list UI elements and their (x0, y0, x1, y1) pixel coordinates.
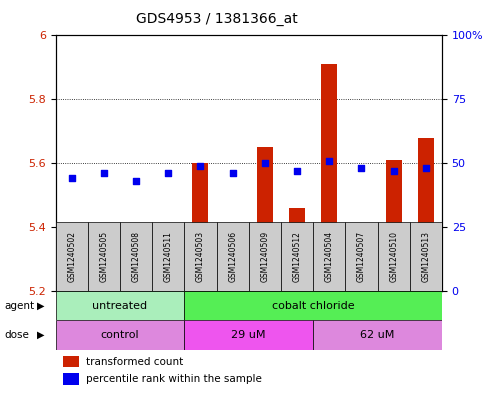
Bar (63, 356, 79, 367)
Bar (120, 222, 152, 291)
Bar (56, 222, 88, 291)
Bar (152, 222, 185, 291)
Text: transformed count: transformed count (86, 356, 184, 367)
Point (390, 167, 398, 174)
Text: GSM1240511: GSM1240511 (164, 231, 173, 282)
Text: GSM1240506: GSM1240506 (228, 231, 237, 282)
Bar (160, 227, 176, 291)
Bar (56, 291, 185, 320)
Text: agent: agent (5, 301, 35, 310)
Bar (185, 291, 442, 320)
Text: ▶: ▶ (37, 330, 45, 340)
Bar (313, 320, 442, 350)
Point (68, 175, 75, 182)
Bar (281, 222, 313, 291)
Point (132, 178, 140, 184)
Text: control: control (100, 330, 139, 340)
Text: GSM1240508: GSM1240508 (131, 231, 141, 282)
Bar (63, 373, 79, 385)
Text: GSM1240509: GSM1240509 (260, 231, 270, 282)
Point (293, 167, 301, 174)
Bar (192, 163, 209, 291)
Text: untreated: untreated (92, 301, 147, 310)
Bar (345, 222, 378, 291)
Bar (321, 64, 337, 291)
Point (100, 170, 108, 176)
Text: GSM1240507: GSM1240507 (357, 231, 366, 282)
Text: dose: dose (5, 330, 30, 340)
Point (326, 157, 333, 163)
Point (229, 170, 237, 176)
Text: GSM1240503: GSM1240503 (196, 231, 205, 282)
Bar (313, 222, 345, 291)
Bar (88, 222, 120, 291)
Point (164, 170, 172, 176)
Text: GSM1240504: GSM1240504 (325, 231, 334, 282)
Text: percentile rank within the sample: percentile rank within the sample (86, 374, 262, 384)
Text: GSM1240502: GSM1240502 (67, 231, 76, 282)
Bar (410, 222, 442, 291)
Text: 62 uM: 62 uM (360, 330, 395, 340)
Text: GSM1240513: GSM1240513 (421, 231, 430, 282)
Bar (289, 208, 305, 291)
Bar (128, 288, 144, 291)
Text: GSM1240505: GSM1240505 (99, 231, 108, 282)
Text: GDS4953 / 1381366_at: GDS4953 / 1381366_at (137, 12, 298, 26)
Bar (249, 222, 281, 291)
Bar (64, 285, 80, 291)
Point (422, 165, 430, 171)
Bar (216, 222, 249, 291)
Bar (185, 320, 313, 350)
Point (261, 160, 269, 166)
Point (197, 162, 204, 169)
Text: GSM1240510: GSM1240510 (389, 231, 398, 282)
Bar (378, 222, 410, 291)
Text: GSM1240512: GSM1240512 (293, 231, 301, 282)
Text: 29 uM: 29 uM (231, 330, 266, 340)
Bar (185, 222, 216, 291)
Text: cobalt chloride: cobalt chloride (272, 301, 355, 310)
Bar (225, 227, 241, 291)
Bar (385, 160, 402, 291)
Bar (56, 320, 185, 350)
Bar (418, 138, 434, 291)
Bar (257, 147, 273, 291)
Point (357, 165, 365, 171)
Text: ▶: ▶ (37, 301, 45, 310)
Bar (96, 227, 112, 291)
